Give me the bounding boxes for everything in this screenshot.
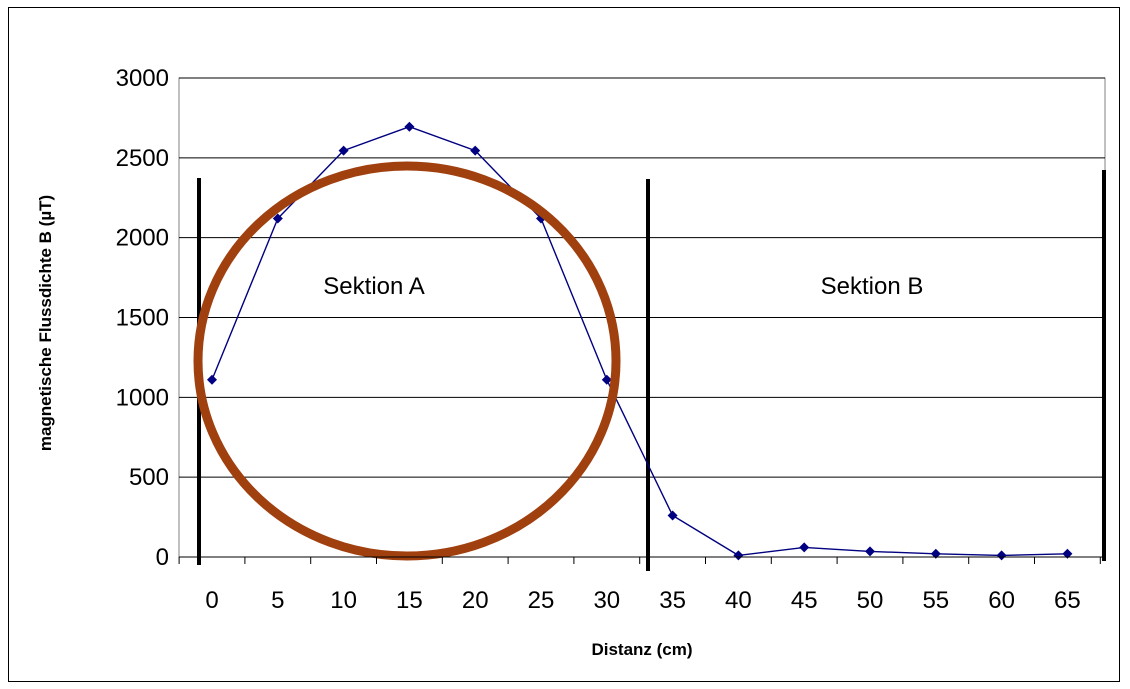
highlight-circle bbox=[193, 161, 621, 561]
y-axis-title: magnetische Flussdichte B (µT) bbox=[36, 195, 55, 451]
data-point bbox=[996, 550, 1007, 561]
section-a-label: Sektion A bbox=[323, 273, 424, 300]
data-point bbox=[207, 374, 217, 385]
y-tick-label: 500 bbox=[129, 464, 169, 491]
x-tick-label: 55 bbox=[922, 587, 949, 614]
y-tick-label: 0 bbox=[156, 544, 169, 571]
highlight-ellipse bbox=[193, 161, 621, 561]
y-tick-label: 1000 bbox=[116, 384, 169, 411]
x-tick-label: 65 bbox=[1054, 587, 1081, 614]
data-point bbox=[601, 374, 612, 385]
x-tick-label: 40 bbox=[725, 587, 752, 614]
data-point bbox=[865, 546, 875, 557]
data-point bbox=[1062, 548, 1073, 559]
x-tick-label: 60 bbox=[988, 587, 1015, 614]
x-tick-label: 15 bbox=[396, 587, 423, 614]
data-point bbox=[733, 550, 744, 561]
data-point bbox=[667, 510, 678, 521]
y-tick-labels: 0 500 1000 1500 2000 2500 3000 bbox=[116, 65, 169, 571]
series-line bbox=[211, 125, 1068, 557]
chart-frame: 0 500 1000 1500 2000 2500 3000 0 5 10 15 20 25 30 35 4… bbox=[8, 7, 1120, 682]
x-axis-title: Distanz (cm) bbox=[591, 640, 692, 659]
x-tick-label: 10 bbox=[330, 587, 357, 614]
x-tick-label: 20 bbox=[462, 587, 489, 614]
x-tick-label: 5 bbox=[271, 587, 284, 614]
x-tick-label: 0 bbox=[205, 587, 218, 614]
x-tick-label: 30 bbox=[593, 587, 620, 614]
data-point bbox=[799, 542, 810, 553]
x-tick-label: 45 bbox=[791, 587, 818, 614]
data-point bbox=[338, 145, 349, 156]
x-tick-label: 25 bbox=[528, 587, 555, 614]
series-polyline bbox=[211, 125, 1068, 557]
grid-lines bbox=[178, 77, 1106, 558]
data-point bbox=[470, 145, 481, 156]
x-tick-label: 35 bbox=[659, 587, 686, 614]
data-points bbox=[207, 121, 1073, 561]
section-dividers bbox=[197, 170, 1106, 571]
y-tick-label: 2500 bbox=[116, 145, 169, 172]
y-tick-label: 3000 bbox=[116, 65, 169, 92]
x-tick-label: 50 bbox=[857, 587, 884, 614]
data-point bbox=[272, 213, 283, 224]
data-point bbox=[930, 548, 941, 559]
y-tick-label: 1500 bbox=[116, 305, 169, 332]
line-chart: 0 500 1000 1500 2000 2500 3000 0 5 10 15 20 25 30 35 4… bbox=[36, 65, 1106, 659]
y-tick-label: 2000 bbox=[116, 225, 169, 252]
section-b-label: Sektion B bbox=[821, 273, 924, 300]
data-point bbox=[404, 121, 415, 132]
x-tick-labels: 0 5 10 15 20 25 30 35 40 45 50 55 60 65 bbox=[178, 556, 1105, 614]
